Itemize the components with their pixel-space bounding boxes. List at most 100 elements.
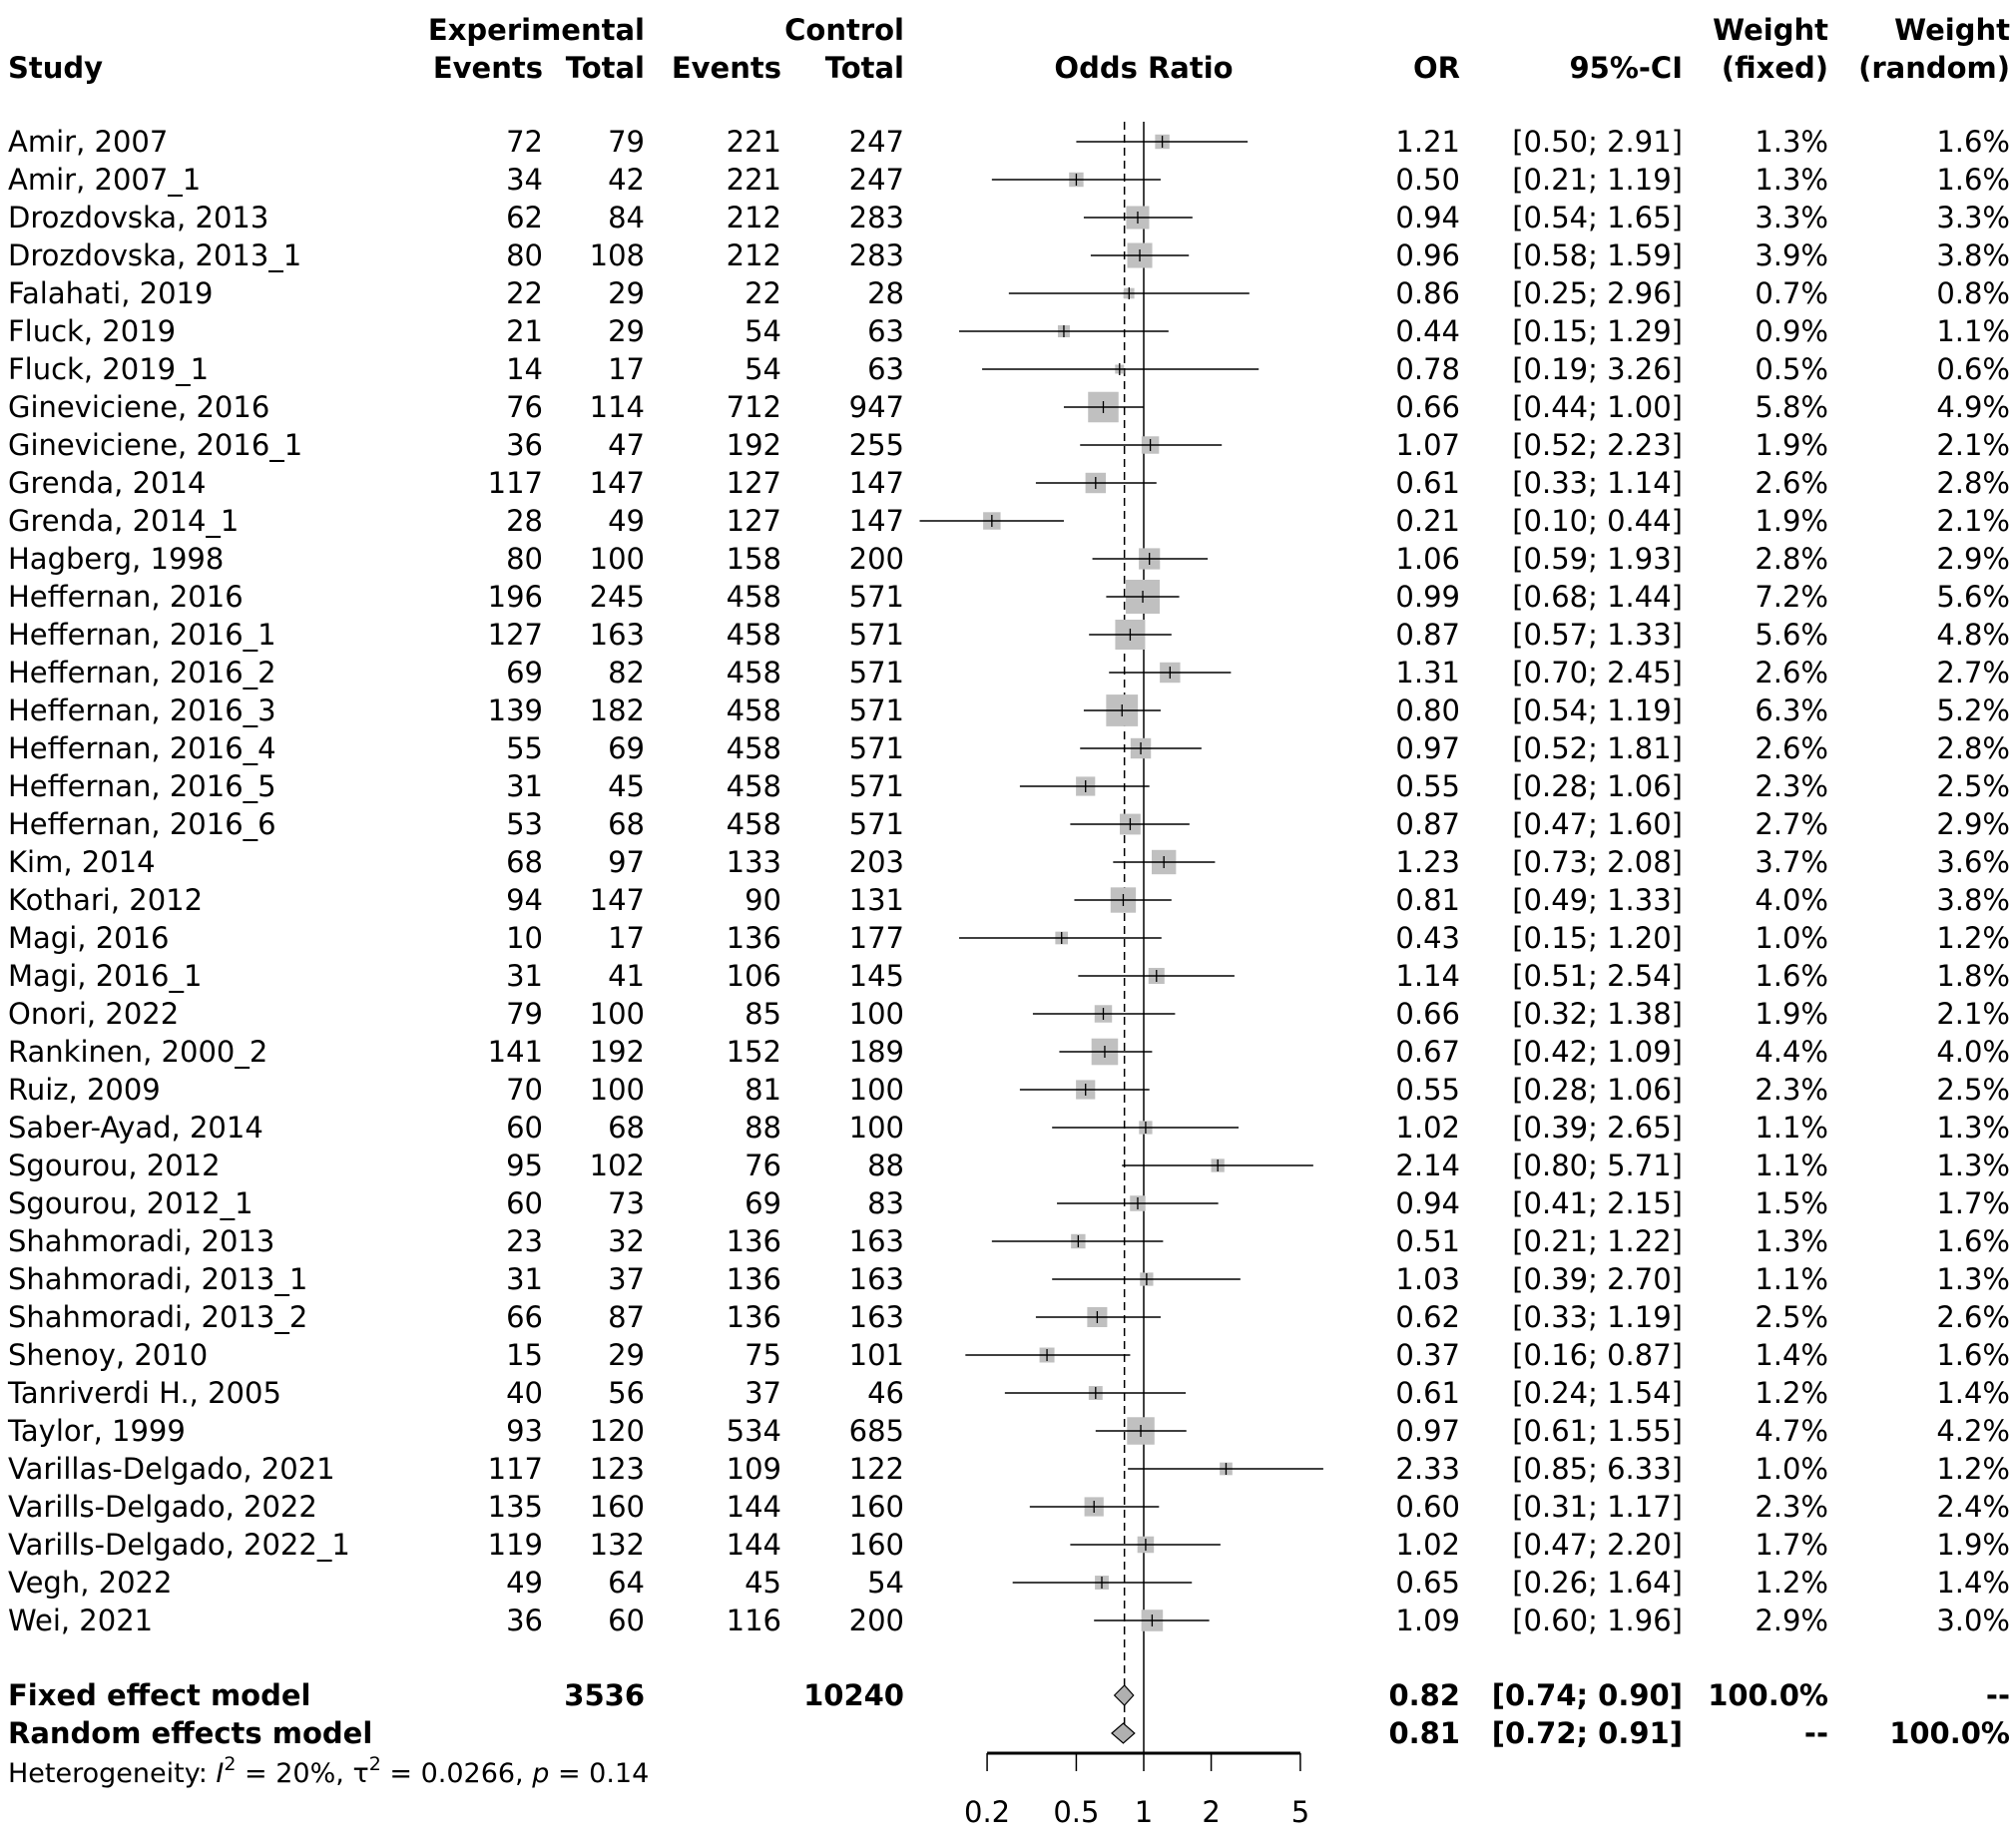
exp-total: 132	[590, 1528, 645, 1562]
weight-random: 1.2%	[1936, 921, 2010, 955]
weight-fixed: 1.2%	[1755, 1566, 1828, 1600]
ctrl-total: 685	[849, 1414, 904, 1448]
odds-ratio-value: 0.96	[1395, 238, 1460, 272]
fixed-ctrl-total: 10240	[803, 1678, 904, 1712]
odds-ratio-value: 0.21	[1395, 504, 1460, 538]
x-tick-label: 0.5	[1053, 1795, 1099, 1829]
study-name: Falahati, 2019	[8, 276, 213, 310]
odds-ratio-value: 0.60	[1395, 1490, 1460, 1524]
weight-random: 4.2%	[1936, 1414, 2010, 1448]
weight-fixed: 2.6%	[1755, 656, 1828, 690]
exp-total: 108	[590, 238, 645, 272]
random-or: 0.81	[1388, 1716, 1460, 1750]
study-row	[1109, 662, 1232, 684]
weight-fixed: 2.6%	[1755, 466, 1828, 500]
study-name: Amir, 2007_1	[8, 163, 201, 197]
study-name: Taylor, 1999	[7, 1414, 186, 1448]
ctrl-total: 571	[849, 693, 904, 727]
weight-fixed: 2.9%	[1755, 1604, 1828, 1637]
odds-ratio-value: 0.99	[1395, 580, 1460, 614]
study-name: Wei, 2021	[8, 1604, 153, 1637]
ctrl-events: 81	[745, 1073, 781, 1107]
study-name: Grenda, 2014_1	[8, 504, 239, 538]
study-name: Kim, 2014	[8, 845, 156, 879]
header-weight-fixed-sub: (fixed)	[1722, 51, 1828, 85]
study-name: Heffernan, 2016	[8, 580, 244, 614]
exp-events: 76	[506, 390, 543, 424]
ctrl-total: 571	[849, 807, 904, 841]
weight-fixed: 1.6%	[1755, 959, 1828, 993]
ctrl-total: 203	[849, 845, 904, 879]
ci-value: [0.54; 1.65]	[1512, 201, 1683, 234]
weight-random: 2.9%	[1936, 542, 2010, 576]
x-tick-label: 1	[1135, 1795, 1153, 1829]
ctrl-total: 88	[867, 1149, 904, 1182]
random-weight-random: 100.0%	[1889, 1716, 2010, 1750]
odds-ratio-value: 0.61	[1395, 466, 1460, 500]
ctrl-total: 63	[867, 314, 904, 348]
weight-fixed: 2.8%	[1755, 542, 1828, 576]
study-row	[1080, 436, 1223, 454]
random-weight-fixed: --	[1804, 1716, 1828, 1750]
exp-total: 49	[608, 504, 645, 538]
weight-random: 2.8%	[1936, 466, 2010, 500]
ctrl-events: 45	[745, 1566, 781, 1600]
weight-fixed: 5.6%	[1755, 618, 1828, 652]
exp-events: 31	[506, 1262, 543, 1296]
ctrl-events: 69	[745, 1186, 781, 1220]
heterogeneity-sup: 2	[369, 1753, 381, 1775]
x-tick-label: 5	[1291, 1795, 1309, 1829]
study-row	[1078, 967, 1235, 985]
weight-fixed: 3.7%	[1755, 845, 1828, 879]
study-name: Fluck, 2019_1	[8, 352, 209, 386]
ctrl-events: 534	[727, 1414, 781, 1448]
exp-events: 34	[506, 163, 543, 197]
exp-total: 29	[608, 314, 645, 348]
ctrl-total: 100	[849, 997, 904, 1031]
ci-value: [0.59; 1.93]	[1512, 542, 1683, 576]
weight-fixed: 4.0%	[1755, 883, 1828, 917]
ctrl-total: 54	[867, 1566, 904, 1600]
exp-events: 62	[506, 201, 543, 234]
weight-random: 1.3%	[1936, 1149, 2010, 1182]
x-tick-label: 0.2	[964, 1795, 1010, 1829]
heterogeneity-prefix: Heterogeneity:	[8, 1758, 216, 1789]
study-row	[1080, 737, 1202, 759]
study-row	[1019, 1080, 1150, 1100]
exp-total: 100	[590, 997, 645, 1031]
ctrl-events: 136	[727, 921, 781, 955]
weight-fixed: 1.3%	[1755, 163, 1828, 197]
exp-events: 95	[506, 1149, 543, 1182]
exp-events: 55	[506, 731, 543, 765]
weight-random: 2.6%	[1936, 1300, 2010, 1334]
weight-random: 2.1%	[1936, 428, 2010, 462]
study-row	[959, 931, 1162, 945]
ci-value: [0.51; 2.54]	[1512, 959, 1683, 993]
weight-random: 3.6%	[1936, 845, 2010, 879]
weight-random: 3.8%	[1936, 883, 2010, 917]
ctrl-events: 221	[727, 125, 781, 159]
ctrl-events: 136	[727, 1262, 781, 1296]
weight-random: 1.6%	[1936, 1224, 2010, 1258]
study-name: Rankinen, 2000_2	[8, 1035, 267, 1069]
study-row	[919, 512, 1064, 530]
odds-ratio-value: 0.87	[1395, 807, 1460, 841]
ctrl-events: 76	[745, 1149, 781, 1182]
ctrl-events: 158	[727, 542, 781, 576]
exp-events: 49	[506, 1566, 543, 1600]
exp-total: 42	[608, 163, 645, 197]
exp-events: 70	[506, 1073, 543, 1107]
study-name: Hagberg, 1998	[8, 542, 224, 576]
weight-fixed: 1.5%	[1755, 1186, 1828, 1220]
exp-total: 100	[590, 1073, 645, 1107]
ci-value: [0.47; 2.20]	[1512, 1528, 1683, 1562]
ci-value: [0.28; 1.06]	[1512, 769, 1683, 803]
ctrl-total: 163	[849, 1224, 904, 1258]
weight-fixed: 1.3%	[1755, 125, 1828, 159]
ctrl-total: 160	[849, 1528, 904, 1562]
exp-events: 94	[506, 883, 543, 917]
ctrl-total: 200	[849, 1604, 904, 1637]
ctrl-events: 133	[727, 845, 781, 879]
study-name: Sgourou, 2012	[8, 1149, 221, 1182]
weight-fixed: 4.4%	[1755, 1035, 1828, 1069]
